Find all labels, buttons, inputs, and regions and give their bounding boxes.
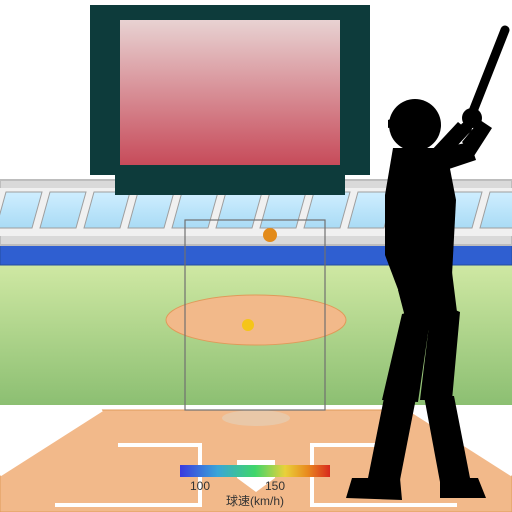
- legend-label: 球速(km/h): [226, 494, 284, 508]
- plate-dirt-circle: [222, 410, 290, 426]
- legend-tick: 150: [265, 479, 285, 493]
- legend-colorbar: [180, 465, 330, 477]
- legend-tick: 100: [190, 479, 210, 493]
- scoreboard-screen: [120, 20, 340, 165]
- pitch-marker: [242, 319, 254, 331]
- pitch-marker: [263, 228, 277, 242]
- pitchers-mound: [166, 295, 346, 345]
